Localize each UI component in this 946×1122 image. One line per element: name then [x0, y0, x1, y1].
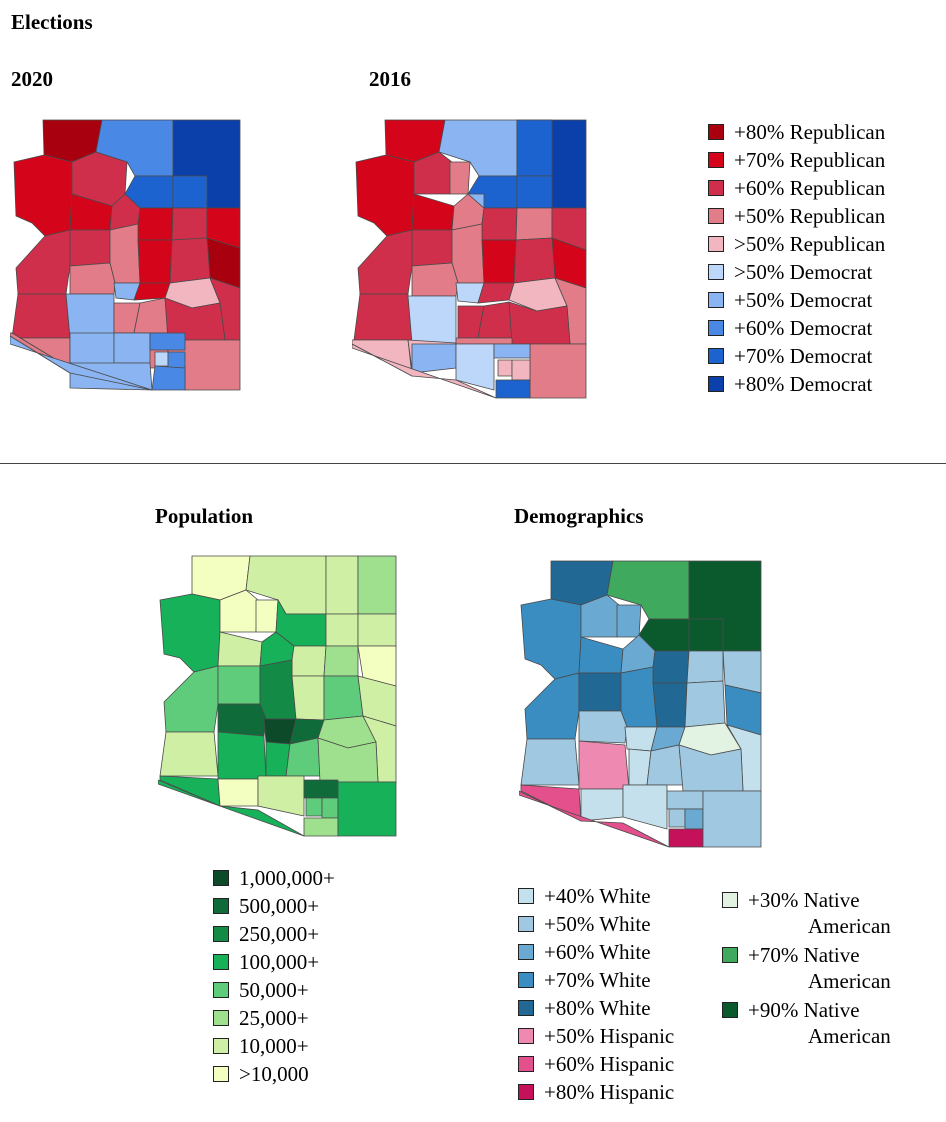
demographics-title: Demographics [514, 504, 644, 528]
legend-label: +80% Republican [734, 120, 886, 144]
legend-swatch [213, 982, 229, 998]
legend-swatch [518, 1056, 534, 1072]
legend-label: >50% Republican [734, 232, 886, 256]
legend-label: +70% White [544, 968, 651, 992]
legend-swatch [708, 376, 724, 392]
legend-swatch [213, 1038, 229, 1054]
map-label-2020: 2020 [11, 67, 53, 91]
legend-swatch [213, 898, 229, 914]
legend-swatch [708, 208, 724, 224]
election-2016-map [352, 119, 587, 399]
legend-label: +50% Republican [734, 204, 886, 228]
legend-label: +50% Hispanic [544, 1024, 675, 1048]
legend-swatch [708, 152, 724, 168]
legend-label: 25,000+ [239, 1006, 309, 1030]
legend-label: 500,000+ [239, 894, 320, 918]
legend-label: +80% Hispanic [544, 1080, 675, 1104]
legend-label-line2: American [808, 1024, 891, 1048]
legend-label: 50,000+ [239, 978, 309, 1002]
legend-label: +70% Native [748, 943, 860, 967]
legend-swatch [518, 1000, 534, 1016]
legend-label: +30% Native [748, 888, 860, 912]
legend-swatch [213, 954, 229, 970]
population-title: Population [155, 504, 254, 528]
legend-swatch [213, 926, 229, 942]
legend-label: +60% Republican [734, 176, 886, 200]
legend-label: +50% Democrat [734, 288, 873, 312]
legend-label: 10,000+ [239, 1034, 309, 1058]
page-title: Elections [11, 10, 93, 34]
legend-label: >50% Democrat [734, 260, 873, 284]
legend-swatch [518, 888, 534, 904]
legend-swatch [722, 947, 738, 963]
legend-swatch [708, 264, 724, 280]
legend-label-line2: American [808, 969, 891, 993]
legend-swatch [708, 292, 724, 308]
legend-swatch [213, 1010, 229, 1026]
legend-swatch [708, 320, 724, 336]
legend-label: +60% Hispanic [544, 1052, 675, 1076]
legend-swatch [708, 348, 724, 364]
legend-swatch [518, 916, 534, 932]
legend-label: +60% White [544, 940, 651, 964]
legend-swatch [518, 1028, 534, 1044]
legend-label: +40% White [544, 884, 651, 908]
legend-label: +70% Democrat [734, 344, 873, 368]
election-2020-map [10, 119, 241, 391]
legend-swatch [213, 870, 229, 886]
legend-swatch [722, 1002, 738, 1018]
legend-swatch [708, 124, 724, 140]
legend-label: +90% Native [748, 998, 860, 1022]
legend-swatch [213, 1066, 229, 1082]
legend-swatch [708, 236, 724, 252]
section-divider [0, 463, 946, 464]
legend-swatch [518, 1084, 534, 1100]
legend-label: 1,000,000+ [239, 866, 335, 890]
legend-label-line2: American [808, 914, 891, 938]
legend-label: 100,000+ [239, 950, 320, 974]
population-map [158, 555, 397, 837]
legend-swatch [722, 892, 738, 908]
legend-label: +80% Democrat [734, 372, 873, 396]
demographics-map [519, 560, 762, 848]
legend-label: +70% Republican [734, 148, 886, 172]
legend-label: >10,000 [239, 1062, 309, 1086]
legend-swatch [518, 944, 534, 960]
map-label-2016: 2016 [369, 67, 411, 91]
legend-label: +60% Democrat [734, 316, 873, 340]
legend-swatch [708, 180, 724, 196]
legend-label: 250,000+ [239, 922, 320, 946]
legend-label: +50% White [544, 912, 651, 936]
legend-label: +80% White [544, 996, 651, 1020]
legend-swatch [518, 972, 534, 988]
